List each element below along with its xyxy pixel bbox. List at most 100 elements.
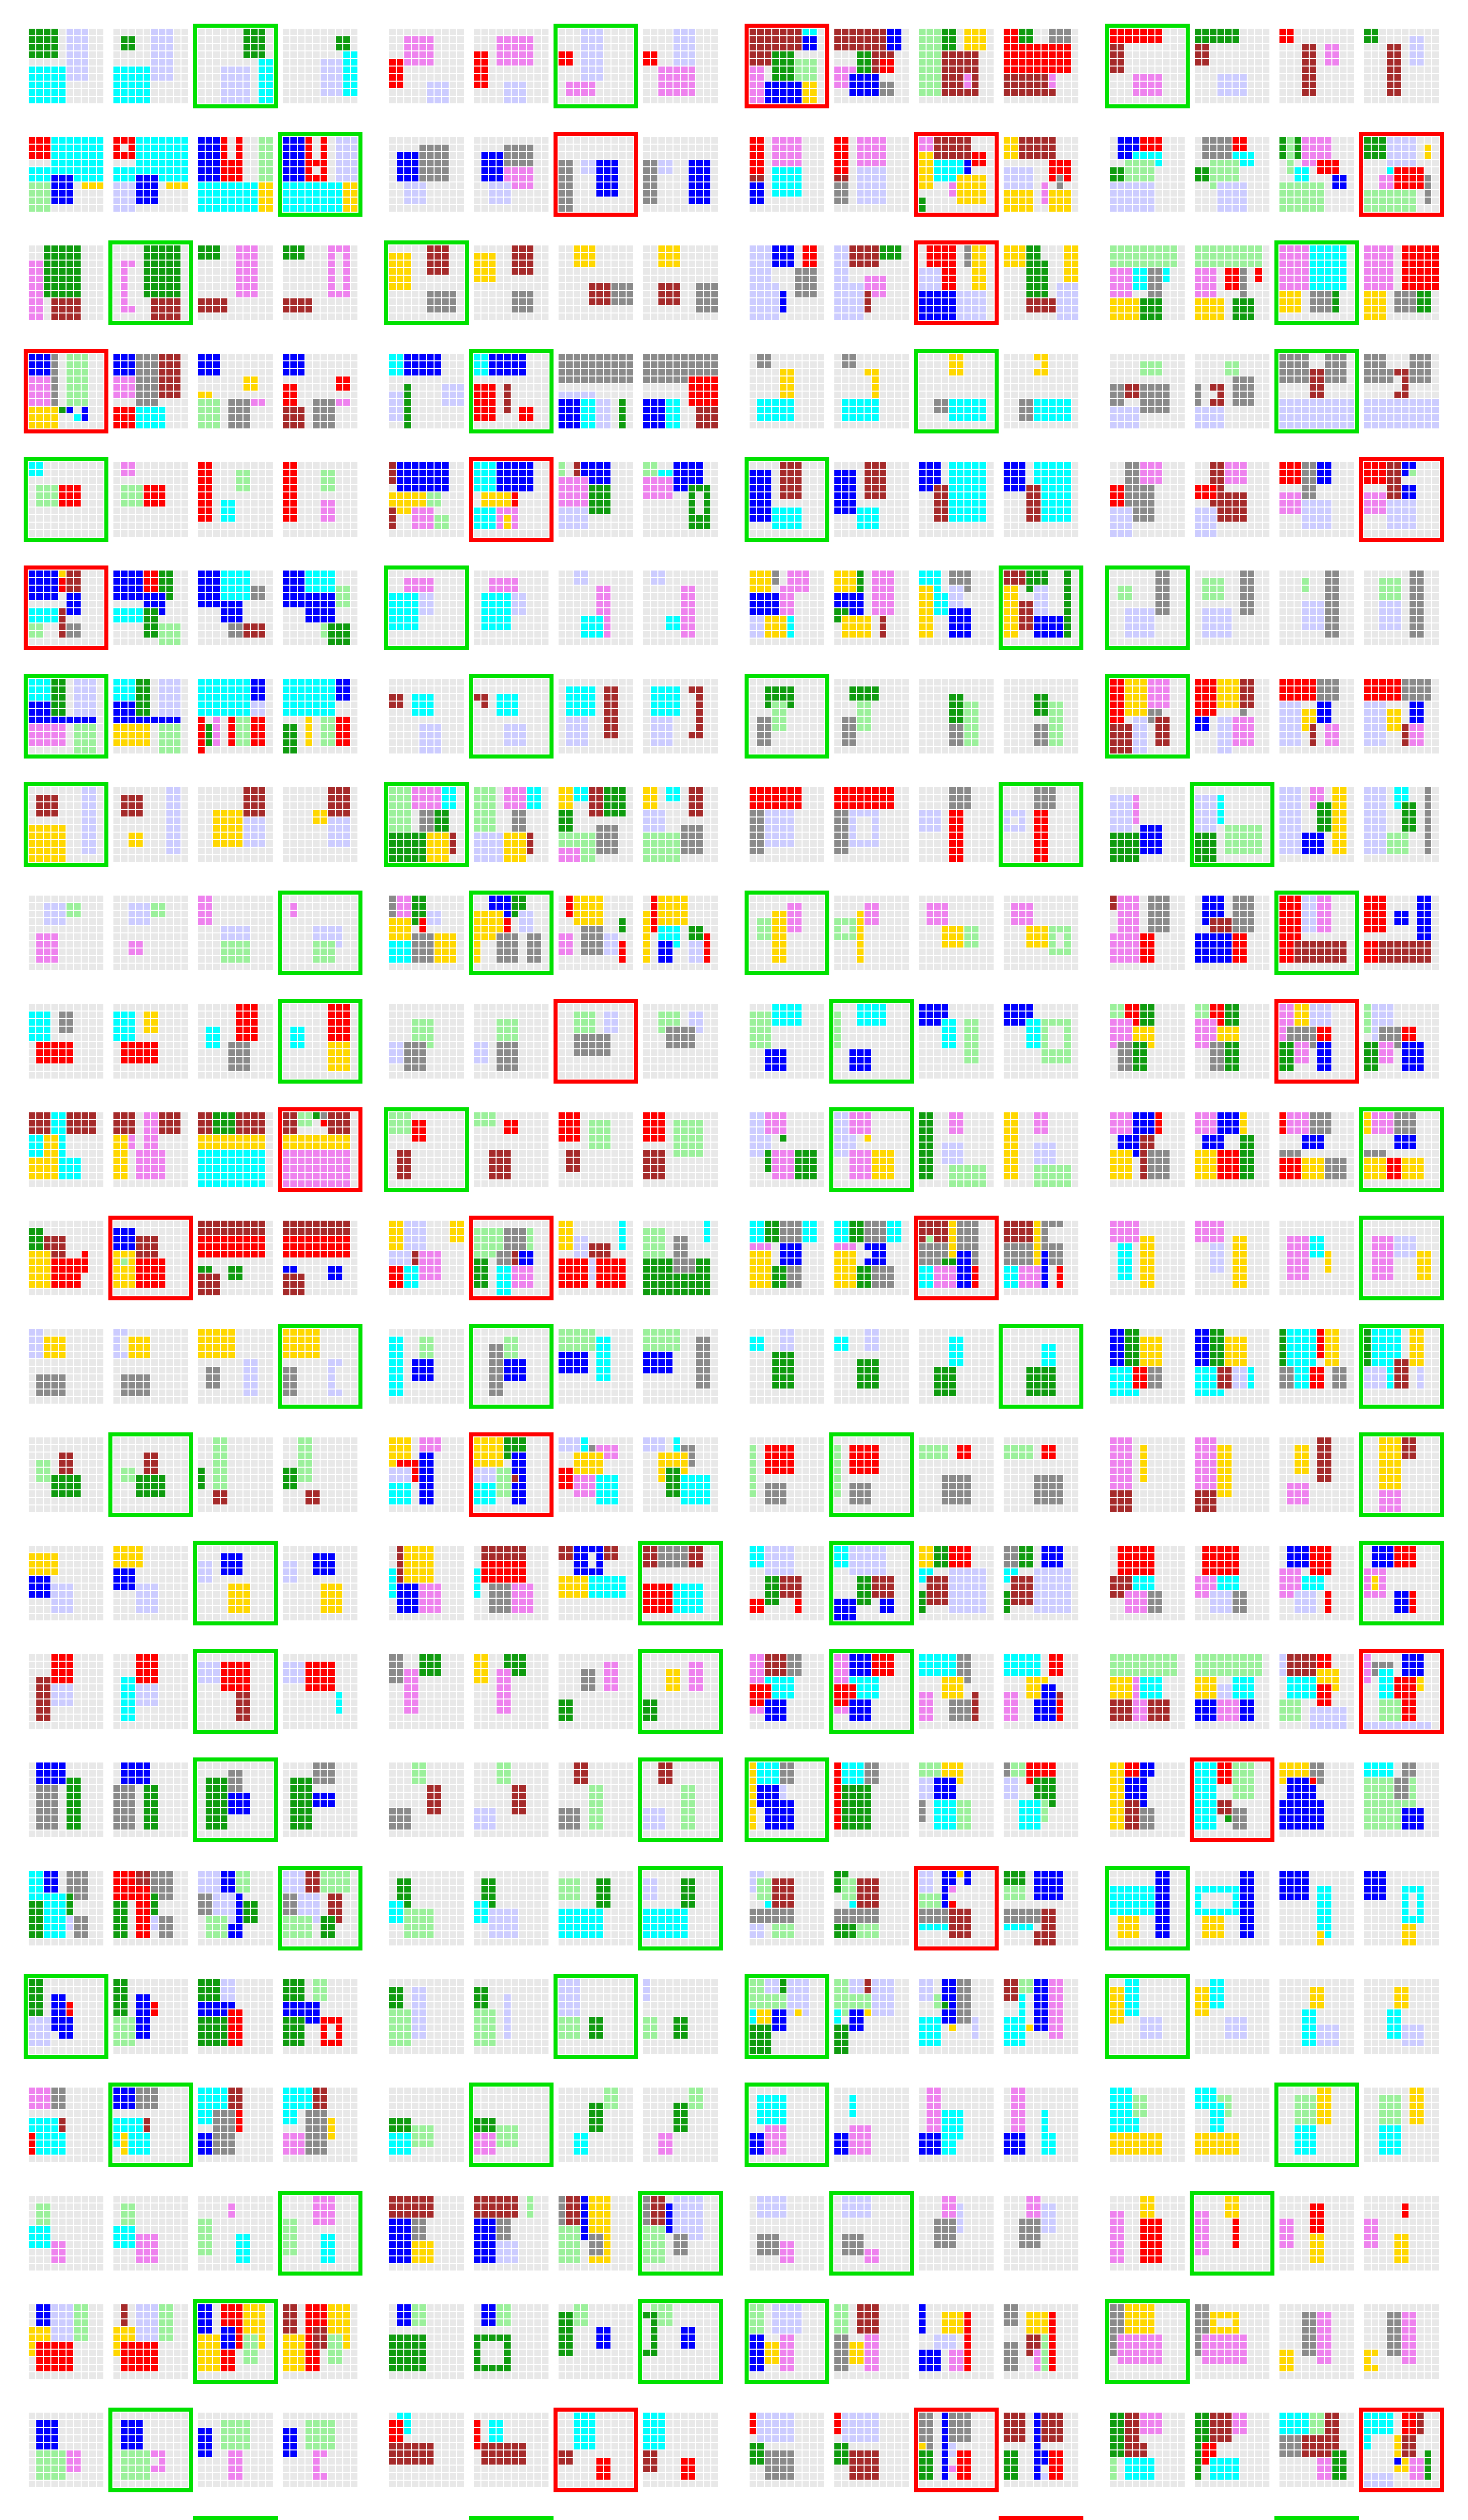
cell-block <box>389 1042 403 1063</box>
candidate-tile <box>1105 1432 1190 1517</box>
cell-block <box>1372 1546 1393 1567</box>
cell-block <box>1140 825 1162 854</box>
cell-block <box>497 1762 511 1784</box>
cell-block <box>435 933 456 963</box>
cell-block <box>1387 1367 1393 1389</box>
cell-block <box>919 2133 941 2155</box>
cell-block <box>780 2241 794 2263</box>
pixel-grid <box>1279 2196 1354 2271</box>
cell-block <box>1302 44 1316 96</box>
cell-block <box>1402 2435 1416 2457</box>
candidate-tile-highlighted <box>384 565 469 650</box>
cell-block <box>36 2203 50 2225</box>
cell-block <box>834 2025 848 2054</box>
cell-block <box>1387 462 1401 499</box>
pixel-grid <box>643 1546 718 1620</box>
candidate-tile <box>469 24 554 108</box>
cell-block <box>283 1112 297 1134</box>
pixel-grid <box>1279 1004 1354 1079</box>
cell-block <box>919 152 933 189</box>
candidate-tile <box>108 2299 193 2384</box>
candidate-tile <box>384 2083 469 2167</box>
pixel-grid <box>643 1654 718 1729</box>
cell-block <box>1425 787 1431 854</box>
cell-block <box>849 1221 864 1242</box>
cell-block <box>427 833 449 862</box>
candidate-tile-highlighted <box>1190 1757 1274 1842</box>
cell-block <box>689 2088 703 2109</box>
pixel-grid <box>1364 2413 1439 2487</box>
pixel-grid <box>919 1871 994 1945</box>
candidate-tile-highlighted <box>1359 132 1444 217</box>
cell-block <box>1026 2196 1041 2218</box>
cell-block <box>559 810 573 832</box>
candidate-tile <box>193 2191 278 2276</box>
puzzle-group <box>384 891 723 975</box>
cell-block <box>559 1546 573 1560</box>
cell-block <box>765 1800 794 1830</box>
cell-block <box>74 414 81 421</box>
cell-block <box>1034 810 1048 862</box>
cell-block <box>198 2304 212 2334</box>
candidate-tile-highlighted <box>554 999 638 1084</box>
candidate-tile <box>384 457 469 542</box>
cell-block <box>1310 1987 1324 2008</box>
pixel-grid <box>389 1004 464 1079</box>
candidate-tile-highlighted <box>999 2516 1083 2520</box>
pixel-grid <box>1195 1546 1269 1620</box>
cell-block <box>328 1266 342 1280</box>
candidate-tile-highlighted <box>193 1757 278 1842</box>
pixel-grid <box>559 1437 633 1512</box>
pixel-grid <box>1364 2304 1439 2379</box>
cell-block <box>136 354 158 406</box>
candidate-tile <box>278 1216 362 1300</box>
cell-block <box>198 1329 235 1358</box>
pixel-grid <box>1364 1762 1439 1837</box>
cell-block <box>1210 2413 1232 2442</box>
cell-block <box>1317 1437 1331 1482</box>
cell-block <box>589 1258 595 1280</box>
cell-block <box>419 593 434 615</box>
pixel-grid <box>1004 896 1078 970</box>
cell-block <box>1279 291 1301 312</box>
cell-block <box>1110 896 1117 910</box>
cell-block <box>574 2133 588 2155</box>
cell-block <box>765 2125 786 2155</box>
cell-block <box>1394 2458 1401 2465</box>
cell-block <box>1402 245 1439 290</box>
cell-block <box>283 1135 350 1149</box>
pixel-grid <box>474 1762 548 1837</box>
candidate-tile <box>1274 2191 1359 2276</box>
cell-block <box>283 298 312 312</box>
cell-block <box>497 1019 518 1041</box>
cell-block <box>1417 1251 1431 1280</box>
cell-block <box>865 1221 886 1242</box>
cell-block <box>574 1453 603 1474</box>
cell-block <box>144 1012 158 1033</box>
cell-block <box>82 787 96 854</box>
cell-block <box>1310 291 1331 312</box>
candidate-tile <box>278 1974 362 2059</box>
cell-block <box>1049 1027 1063 1048</box>
cell-block <box>1210 2458 1239 2480</box>
candidate-tile-highlighted <box>745 1757 829 1842</box>
pixel-grid <box>1110 1871 1185 1945</box>
cell-block <box>397 1584 418 1613</box>
cell-block <box>1155 1112 1162 1134</box>
cell-block <box>934 1266 956 1288</box>
candidate-tile <box>193 1216 278 1300</box>
cell-block <box>1310 354 1324 368</box>
cell-block <box>221 67 250 103</box>
cell-block <box>497 694 518 716</box>
pixel-grid <box>1279 896 1354 970</box>
cell-block <box>681 1878 695 1908</box>
candidate-tile <box>638 565 723 650</box>
pixel-grid <box>1004 1546 1078 1620</box>
cell-block <box>198 2133 212 2155</box>
cell-block <box>198 2219 212 2255</box>
candidate-tile <box>829 349 914 433</box>
cell-block <box>787 1654 802 1676</box>
cell-block <box>559 1437 580 1452</box>
cell-block <box>849 1654 871 1676</box>
candidate-tile <box>1190 1107 1274 1192</box>
